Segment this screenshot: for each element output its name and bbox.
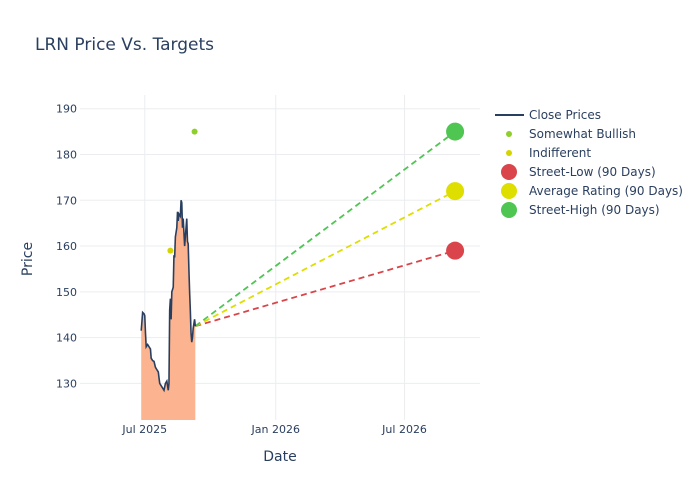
x-axis-title: Date <box>263 449 296 465</box>
legend-indifferent-swatch <box>506 150 512 156</box>
legend-average-rating-label: Average Rating (90 Days) <box>529 184 683 198</box>
legend-street-low-swatch <box>501 164 517 180</box>
street-low-line <box>195 249 456 328</box>
legend-average-rating-swatch <box>501 183 517 199</box>
axes: 130 140 150 160 170 180 190 Jul 2025 Jan 2026 Jul… <box>56 103 427 436</box>
somewhat-bullish-point <box>191 128 198 135</box>
legend-somewhat-bullish-label: Somewhat Bullish <box>529 127 636 141</box>
y-tick-label: 180 <box>56 149 77 162</box>
close-price-line <box>140 200 197 393</box>
y-tick-label: 170 <box>56 194 77 207</box>
legend-street-low-label: Street-Low (90 Days) <box>529 165 656 179</box>
y-tick-label: 160 <box>56 240 77 253</box>
legend-street-high-label: Street-High (90 Days) <box>529 203 660 217</box>
legend-somewhat-bullish-swatch <box>506 131 512 137</box>
y-tick-label: 140 <box>56 332 77 345</box>
grid <box>80 95 480 420</box>
x-tick-label: Jul 2025 <box>121 423 167 436</box>
y-axis-title: Price <box>20 242 36 276</box>
average-rating-line <box>194 190 456 327</box>
indifferent-point <box>167 247 174 254</box>
legend-indifferent-label: Indifferent <box>529 146 591 160</box>
street-high-line <box>194 130 456 327</box>
y-tick-label: 190 <box>56 103 77 116</box>
street-high-marker <box>446 122 465 141</box>
y-tick-label: 150 <box>56 286 77 299</box>
x-tick-label: Jul 2026 <box>381 423 427 436</box>
legend-close-prices-label: Close Prices <box>529 108 601 122</box>
street-low-marker <box>446 241 465 260</box>
average-rating-marker <box>446 182 465 201</box>
legend-street-high-swatch <box>501 202 517 218</box>
x-tick-label: Jan 2026 <box>251 423 300 436</box>
chart-title: LRN Price Vs. Targets <box>35 35 214 55</box>
plot-area <box>140 122 465 420</box>
legend: Close Prices Somewhat Bullish Indifferent S… <box>495 108 683 218</box>
y-tick-label: 130 <box>56 377 77 390</box>
